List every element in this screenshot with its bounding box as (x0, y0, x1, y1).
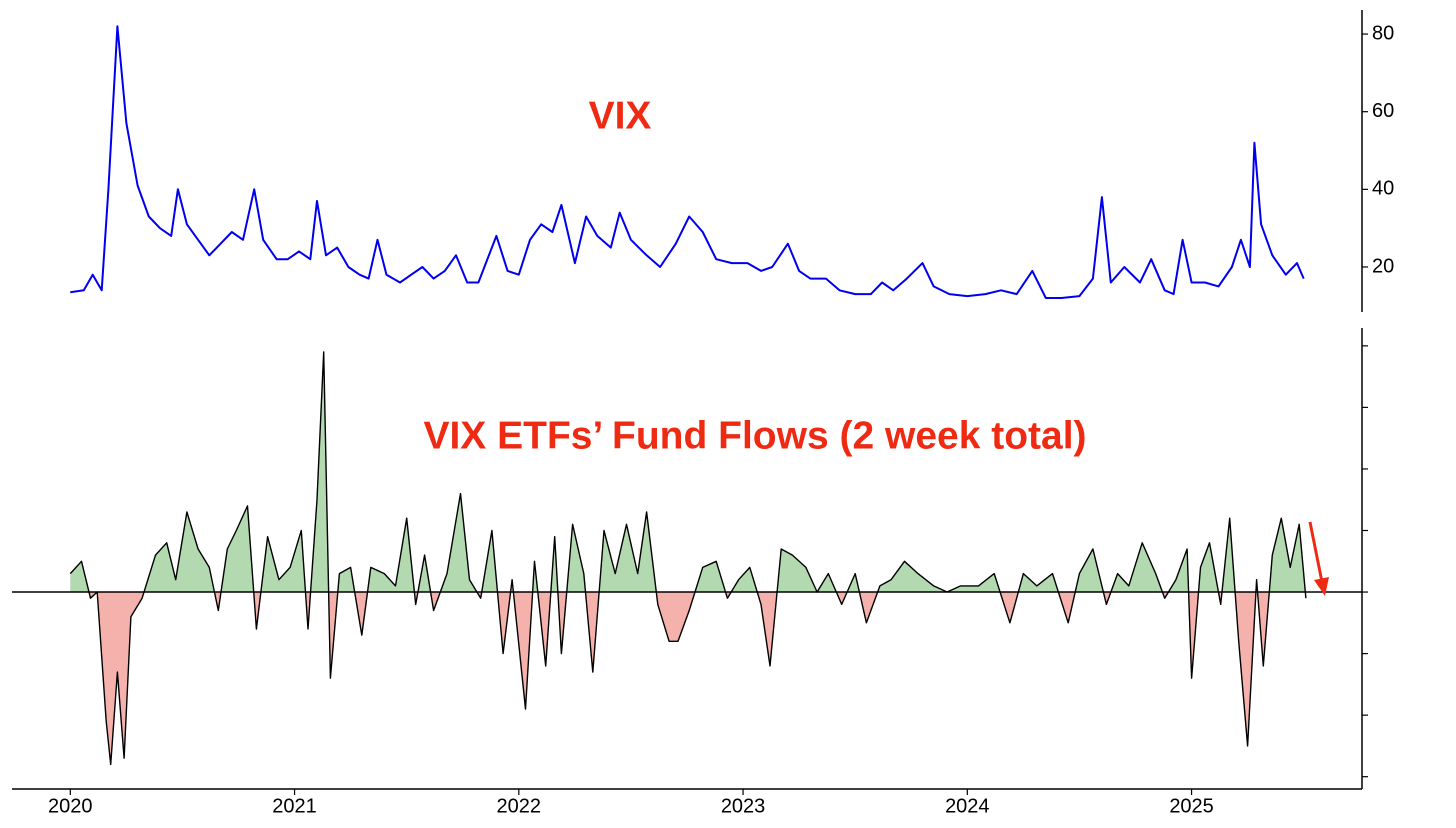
y-tick-label: 40 (1372, 178, 1394, 200)
y-tick-label: 20 (1372, 255, 1394, 277)
y-tick-label: 80 (1372, 22, 1394, 44)
vix-title: VIX (589, 94, 652, 137)
arrow-head (1314, 577, 1329, 596)
annotation-arrow (1308, 521, 1329, 596)
x-tick-label: 2020 (48, 795, 93, 817)
x-tick-label: 2024 (945, 795, 990, 817)
flows-title: VIX ETFs’ Fund Flows (2 week total) (423, 414, 1086, 457)
x-tick-label: 2023 (721, 795, 766, 817)
flow-line (69, 351, 1307, 766)
y-tick-label: 60 (1372, 100, 1394, 122)
x-tick-label: 2022 (497, 795, 542, 817)
vix-line (70, 25, 1305, 299)
x-tick-label: 2025 (1169, 795, 1214, 817)
positive-area (70, 352, 1306, 593)
arrow-shaft (1308, 521, 1324, 583)
x-tick-label: 2021 (272, 795, 317, 817)
